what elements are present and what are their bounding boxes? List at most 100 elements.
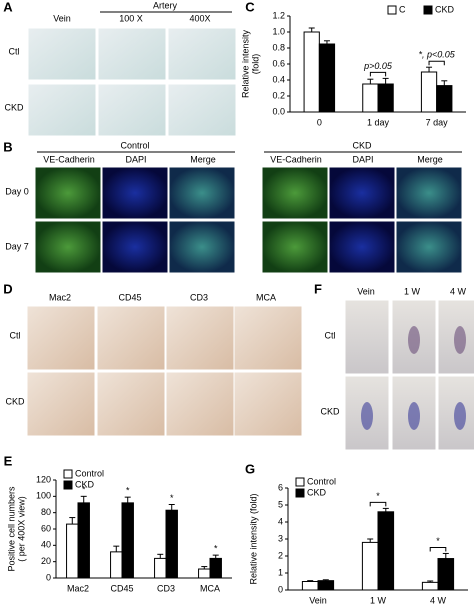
significance: *, p<0.05	[419, 50, 456, 60]
significance: *	[436, 536, 440, 546]
y-tick-label: 100	[36, 491, 51, 501]
micrograph	[168, 166, 236, 220]
micrograph	[101, 166, 169, 220]
bar	[362, 83, 379, 113]
bar	[77, 502, 90, 579]
y-tick-label: 120	[36, 474, 51, 484]
micrograph	[261, 166, 329, 220]
micrograph	[233, 305, 303, 371]
row-label: Ctl	[325, 330, 336, 340]
column-header: VE-Cadherin	[270, 154, 322, 164]
stain	[454, 326, 466, 354]
bracket	[369, 71, 387, 77]
y-tick-label: 5	[278, 499, 283, 509]
micrograph	[96, 371, 166, 437]
legend-swatch	[387, 5, 397, 15]
y-axis-label: Relative intensity	[240, 29, 250, 98]
bar	[361, 541, 379, 591]
bar	[421, 581, 439, 591]
significance: *	[126, 486, 130, 496]
y-axis-label: Relative intensity (fold)	[248, 493, 258, 584]
bar	[318, 43, 336, 113]
column-header: MCA	[256, 292, 276, 302]
legend-label: Control	[307, 476, 336, 486]
column-header: DAPI	[125, 154, 146, 164]
bar	[317, 580, 335, 591]
x-tick-label: MCA	[200, 583, 220, 593]
column-header: Merge	[417, 154, 443, 164]
micrograph	[26, 371, 96, 437]
micrograph	[395, 166, 463, 220]
column-header: 4 W	[450, 286, 467, 296]
row-label: Ctl	[9, 46, 20, 56]
x-tick-label: Mac2	[67, 583, 89, 593]
micrograph	[165, 371, 235, 437]
panel-letter: E	[4, 453, 13, 468]
y-tick-label: 3	[278, 533, 283, 543]
panel-letter: B	[3, 139, 12, 154]
bar	[154, 557, 167, 579]
micrograph	[261, 220, 329, 274]
column-header: CD45	[118, 292, 141, 302]
micrograph	[167, 27, 237, 81]
micrograph	[97, 27, 167, 81]
panel-letter: C	[245, 0, 255, 14]
bar	[420, 71, 438, 113]
micrograph	[34, 220, 102, 274]
x-tick-label: CD3	[157, 583, 175, 593]
bar	[377, 511, 395, 591]
bar	[301, 581, 319, 591]
y-tick-label: 60	[41, 523, 51, 533]
group-header: CKD	[352, 140, 372, 150]
significance: *	[82, 485, 86, 495]
bar	[436, 85, 453, 113]
x-tick-label: 1 day	[367, 117, 390, 127]
row-label: Day 0	[5, 186, 29, 196]
column-header: 400X	[189, 13, 210, 23]
legend-swatch	[63, 480, 73, 490]
bracket	[428, 60, 445, 66]
column-header: VE-Cadherin	[43, 154, 95, 164]
bracket	[429, 546, 447, 552]
column-header: Vein	[357, 286, 375, 296]
column-header: Vein	[53, 13, 71, 23]
micrograph	[26, 305, 96, 371]
bar	[437, 558, 455, 591]
row-label: CKD	[4, 102, 24, 112]
micrograph	[96, 305, 166, 371]
bar	[209, 557, 222, 579]
column-header: Merge	[190, 154, 216, 164]
bar	[377, 83, 394, 113]
row-label: Day 7	[5, 241, 29, 251]
y-tick-label: 0.2	[272, 90, 285, 100]
micrograph	[101, 220, 169, 274]
x-tick-label: 7 day	[426, 117, 449, 127]
micrograph	[27, 27, 97, 81]
column-header: CD3	[190, 292, 208, 302]
column-header: 100 X	[119, 13, 143, 23]
legend-swatch	[423, 5, 433, 15]
y-tick-label: 20	[41, 556, 51, 566]
bar	[121, 502, 134, 579]
y-tick-label: 0.4	[272, 74, 285, 84]
legend-label: CKD	[307, 487, 327, 497]
x-tick-label: CD45	[110, 583, 133, 593]
legend-label: CKD	[75, 479, 95, 489]
y-tick-label: 40	[41, 540, 51, 550]
x-tick-label: 4 W	[430, 595, 447, 605]
bar	[198, 568, 211, 579]
significance: *	[376, 491, 380, 501]
legend-label: CKD	[435, 4, 455, 14]
y-tick-label: 4	[278, 516, 283, 526]
y-tick-label: 80	[41, 507, 51, 517]
row-label: CKD	[5, 396, 25, 406]
micrograph	[233, 371, 303, 437]
panel-letter: D	[3, 281, 12, 296]
micrograph	[328, 166, 396, 220]
bar	[303, 31, 320, 113]
group-header: Control	[120, 140, 149, 150]
y-tick-label: 6	[278, 482, 283, 492]
x-tick-label: 0	[317, 117, 322, 127]
y-tick-label: 1	[278, 567, 283, 577]
